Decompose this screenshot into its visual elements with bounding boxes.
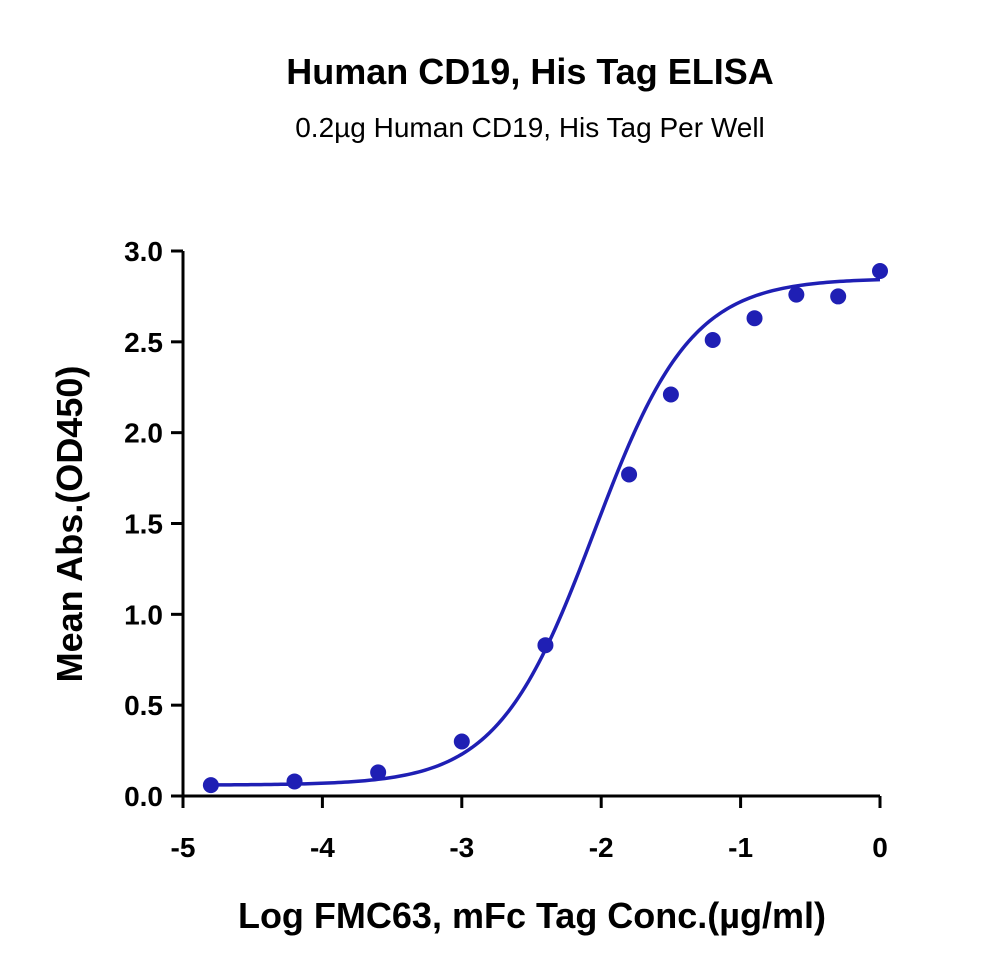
data-point (872, 262, 888, 279)
y-tick-label: 0.0 (124, 781, 163, 812)
x-tick-label: -3 (449, 832, 474, 863)
data-points (202, 262, 888, 794)
y-tick-label: 2.0 (124, 418, 163, 449)
x-axis-label: Log FMC63, mFc Tag Conc.(µg/ml) (238, 895, 826, 936)
x-tick-label: -2 (589, 832, 614, 863)
y-tick-label: 1.0 (124, 599, 163, 630)
y-tick-label: 2.5 (124, 327, 163, 358)
x-tick-label: -1 (728, 832, 753, 863)
y-axis-label: Mean Abs.(OD450) (49, 366, 90, 683)
chart-title: Human CD19, His Tag ELISA (286, 51, 773, 92)
x-axis-ticks: -5 -4 -3 -2 -1 0 (171, 796, 888, 863)
data-point (453, 733, 470, 750)
data-point (370, 764, 387, 781)
y-tick-label: 3.0 (124, 236, 163, 267)
chart-subtitle: 0.2µg Human CD19, His Tag Per Well (295, 112, 765, 143)
data-point (704, 332, 721, 349)
y-tick-label: 1.5 (124, 509, 163, 540)
data-point (830, 288, 847, 305)
y-axis-ticks: 0.0 0.5 1.0 1.5 2.0 2.5 3.0 (124, 236, 183, 812)
data-point (537, 637, 554, 654)
data-point (621, 466, 638, 483)
fit-curve (210, 277, 881, 787)
x-tick-label: 0 (872, 832, 888, 863)
axes (181, 251, 880, 798)
data-point (202, 777, 219, 794)
data-point (746, 310, 763, 327)
data-point (286, 773, 303, 790)
data-point (788, 286, 805, 303)
y-tick-label: 0.5 (124, 690, 163, 721)
data-point (662, 386, 679, 403)
x-tick-label: -4 (310, 832, 335, 863)
x-tick-label: -5 (171, 832, 196, 863)
